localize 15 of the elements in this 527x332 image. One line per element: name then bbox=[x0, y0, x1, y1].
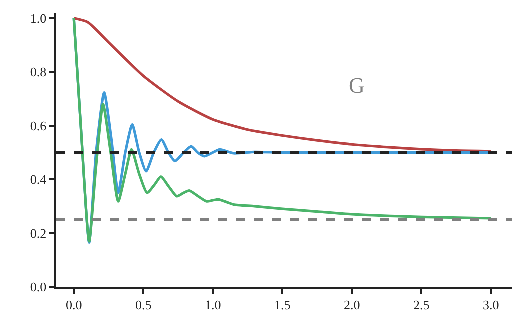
y-tick-label: 1.0 bbox=[30, 10, 47, 26]
line-series bbox=[72, 17, 492, 153]
x-tick-label: 1.0 bbox=[204, 297, 222, 312]
x-tick-label: 0.0 bbox=[66, 297, 82, 312]
x-tick-label: 2.0 bbox=[344, 297, 360, 312]
y-tick-label: 0.0 bbox=[30, 280, 47, 295]
x-tick-label: 3.0 bbox=[483, 297, 500, 312]
annotation: G bbox=[349, 73, 365, 98]
y-tick-label: 0.4 bbox=[30, 172, 48, 188]
y-tick-label: 0.2 bbox=[30, 226, 47, 241]
y-tick-label: 0.6 bbox=[30, 118, 48, 134]
y-tick-label: 0.8 bbox=[30, 64, 47, 80]
x-tick-label: 1.5 bbox=[274, 297, 291, 312]
x-tick-label: 0.5 bbox=[135, 297, 152, 312]
x-tick-label: 2.5 bbox=[414, 297, 430, 312]
